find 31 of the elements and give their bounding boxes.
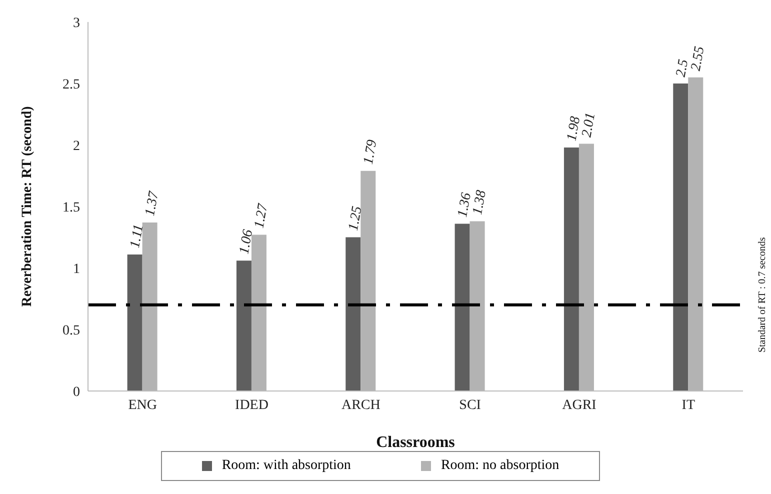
x-tick-label: SCI [459, 398, 482, 413]
data-label: 2.01 [580, 112, 599, 138]
y-tick-label: 1 [73, 262, 80, 277]
y-tick-label: 2 [73, 138, 80, 154]
data-label: 1.25 [346, 205, 366, 232]
y-axis-title: Reverberation Time: RT (second) [20, 106, 35, 307]
data-label: 1.06 [237, 228, 256, 256]
x-tick-label: ARCH [341, 398, 380, 413]
data-label: 1.27 [252, 202, 272, 230]
y-tick-label: 3 [73, 16, 80, 31]
x-tick-label: ENG [128, 398, 157, 413]
x-tick-label: IDED [235, 398, 268, 413]
bar [564, 147, 579, 391]
y-tick-label: 0 [73, 384, 80, 400]
y-tick-label: 0.5 [62, 323, 80, 338]
ref-line-label: Standard of RT : 0.7 seconds [757, 237, 768, 353]
y-tick-label: 2.5 [62, 77, 80, 92]
x-tick-label: IT [682, 398, 696, 413]
bar [346, 237, 361, 391]
legend-label: Room: no absorption [440, 458, 560, 474]
bar [236, 260, 252, 391]
data-label: 1.37 [142, 189, 162, 218]
bar [454, 224, 470, 391]
bar [673, 84, 688, 391]
data-label: 1.79 [361, 138, 380, 166]
x-axis-title: Classrooms [376, 434, 455, 451]
legend-label: Room: with absorption [220, 458, 351, 474]
y-tick-label: 1.5 [62, 200, 80, 216]
bar [127, 254, 142, 391]
data-label: 1.11 [128, 223, 147, 250]
x-tick-label: AGRI [562, 398, 597, 413]
